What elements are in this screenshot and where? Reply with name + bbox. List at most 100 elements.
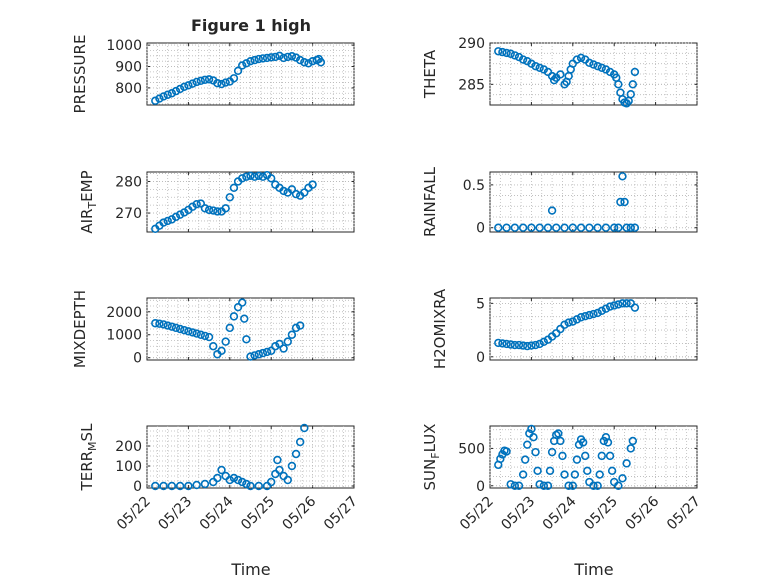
data-point xyxy=(283,475,292,485)
data-point xyxy=(233,475,243,485)
data-point xyxy=(547,206,557,215)
data-point xyxy=(159,218,168,227)
y-axis-label: RAINFALL xyxy=(421,166,439,237)
y-axis-label: PRESSURE xyxy=(71,35,89,114)
data-point xyxy=(572,315,582,324)
x-axis-label-left: Time xyxy=(230,560,270,579)
data-point xyxy=(167,89,177,98)
data-point xyxy=(506,480,515,489)
data-point xyxy=(622,459,631,468)
y-tick-label: 900 xyxy=(115,60,142,76)
data-point xyxy=(240,314,249,323)
data-point xyxy=(246,56,255,66)
data-point xyxy=(213,207,222,216)
data-point xyxy=(545,466,555,476)
data-point xyxy=(196,76,206,86)
data-point xyxy=(250,55,259,65)
data-point xyxy=(200,331,210,341)
y-axis-label: H2OMIXRA xyxy=(431,288,449,369)
data-point xyxy=(254,54,263,64)
data-point xyxy=(175,210,185,219)
data-point xyxy=(576,313,586,322)
data-point xyxy=(254,171,263,180)
data-point xyxy=(589,60,598,69)
y-tick-label: 0 xyxy=(476,221,485,237)
data-point xyxy=(556,70,565,79)
y-tick-label: 290 xyxy=(458,36,485,52)
data-point xyxy=(523,56,532,66)
data-point xyxy=(535,339,544,349)
data-point xyxy=(192,200,201,209)
data-point xyxy=(151,481,160,491)
data-point xyxy=(229,183,239,192)
data-point xyxy=(620,197,629,207)
data-point xyxy=(159,481,168,491)
data-point xyxy=(175,324,185,334)
data-point xyxy=(510,51,520,60)
data-point xyxy=(618,474,627,483)
data-point xyxy=(554,429,563,438)
data-point xyxy=(539,481,549,490)
data-point xyxy=(200,204,210,213)
data-point xyxy=(217,346,226,356)
data-point xyxy=(628,80,638,89)
data-point xyxy=(271,52,280,62)
data-point xyxy=(287,461,297,471)
data-point xyxy=(510,481,520,490)
data-point xyxy=(204,332,214,342)
data-point xyxy=(246,481,255,491)
data-point xyxy=(630,223,640,232)
data-point xyxy=(151,96,160,105)
data-point xyxy=(622,299,631,308)
data-point xyxy=(238,61,247,70)
data-point xyxy=(556,436,565,446)
data-point xyxy=(593,223,602,232)
data-point xyxy=(585,58,594,68)
subplot-8: 0 500 SUNFLUX 05/22 05/23 05/24 05/25 05/26 05/2… xyxy=(421,424,704,534)
data-point xyxy=(570,470,580,479)
y-tick-label: 800 xyxy=(115,81,142,97)
data-point xyxy=(159,320,168,329)
data-point xyxy=(514,481,524,490)
data-point xyxy=(258,172,268,181)
data-point xyxy=(518,470,528,479)
data-point xyxy=(552,223,561,232)
data-point xyxy=(564,318,573,327)
y-tick-label: 5 xyxy=(476,296,485,312)
data-point xyxy=(171,86,181,96)
y-tick-label: 100 xyxy=(115,459,142,475)
data-point xyxy=(229,74,239,83)
data-point xyxy=(518,223,528,232)
data-point xyxy=(229,312,239,321)
data-point xyxy=(523,341,532,351)
data-point xyxy=(529,433,538,442)
data-point xyxy=(626,90,635,99)
data-point xyxy=(300,423,309,433)
x-tick-label: 05/23 xyxy=(498,494,538,534)
x-tick-label: 05/27 xyxy=(664,494,704,534)
data-point xyxy=(242,172,251,181)
data-point xyxy=(535,480,544,489)
data-point xyxy=(589,481,598,490)
data-point xyxy=(597,451,606,461)
data-point xyxy=(609,301,619,310)
data-point xyxy=(287,330,297,339)
data-point xyxy=(155,319,164,328)
data-point xyxy=(287,52,297,61)
y-axis-label: AIRTEMP xyxy=(78,170,99,233)
data-point xyxy=(518,55,528,64)
data-point xyxy=(204,205,214,215)
data-point xyxy=(520,455,530,464)
data-point xyxy=(279,186,288,196)
y-tick-label: 1000 xyxy=(106,328,142,344)
data-point xyxy=(601,223,611,232)
data-point xyxy=(221,204,230,213)
data-point xyxy=(560,320,569,329)
data-point xyxy=(221,337,230,346)
data-point xyxy=(585,223,594,232)
y-tick-label: 200 xyxy=(115,439,142,455)
data-point xyxy=(605,67,615,77)
data-point xyxy=(583,466,592,476)
data-point xyxy=(568,481,577,490)
